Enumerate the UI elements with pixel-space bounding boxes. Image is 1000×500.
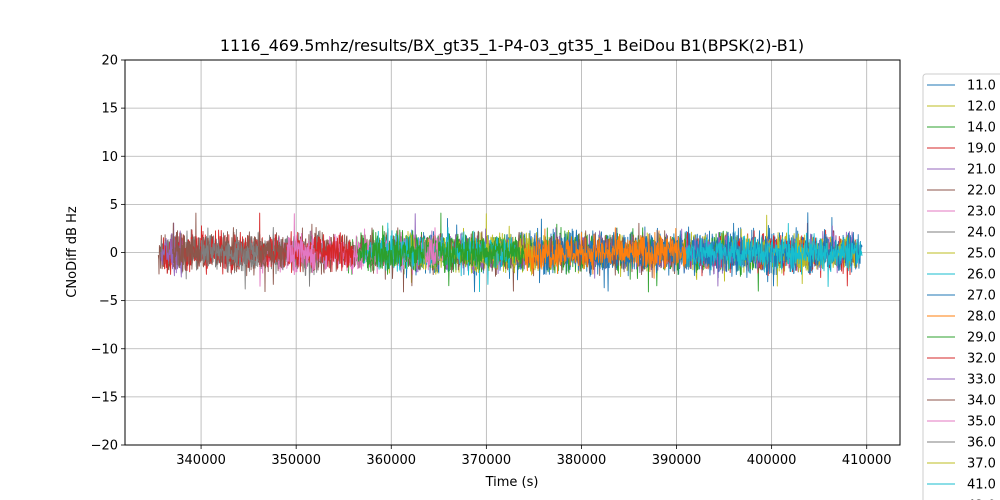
legend-label: 22.0 <box>967 184 996 199</box>
y-tick-label: −5 <box>99 294 118 309</box>
series-line <box>424 237 440 271</box>
legend-label: 33.0 <box>967 373 996 388</box>
legend-label: 28.0 <box>967 310 996 325</box>
legend-label: 14.0 <box>967 121 996 136</box>
x-tick-label: 340000 <box>176 453 226 468</box>
legend-label: 12.0 <box>967 100 996 115</box>
legend-label: 21.0 <box>967 163 996 178</box>
y-axis-label: CNoDiff dB Hz <box>65 206 80 298</box>
x-tick-label: 390000 <box>652 453 702 468</box>
series-line <box>286 232 316 276</box>
legend-label: 37.0 <box>967 457 996 472</box>
y-tick-label: −10 <box>91 342 118 357</box>
series-line <box>200 234 259 290</box>
x-tick-label: 410000 <box>842 453 892 468</box>
legend-label: 26.0 <box>967 268 996 283</box>
y-tick-label: 15 <box>101 102 118 117</box>
x-tick-label: 400000 <box>747 453 797 468</box>
x-tick-label: 350000 <box>271 453 321 468</box>
y-tick-label: −20 <box>91 439 118 454</box>
x-tick-label: 380000 <box>557 453 607 468</box>
legend-label: 32.0 <box>967 352 996 367</box>
legend-label: 25.0 <box>967 247 996 262</box>
legend-label: 27.0 <box>967 289 996 304</box>
x-tick-label: 360000 <box>366 453 416 468</box>
legend-label: 11.0 <box>967 79 996 94</box>
y-tick-label: 20 <box>101 54 118 69</box>
legend-frame <box>922 73 1000 500</box>
series-line <box>685 222 863 287</box>
y-axis: −20 −15 −10 −5 0 5 10 15 20 <box>91 54 125 454</box>
series-line <box>357 230 525 287</box>
legend-label: 41.0 <box>967 478 996 493</box>
y-tick-label: 0 <box>110 246 118 261</box>
x-axis-label: Time (s) <box>485 475 539 490</box>
legend: 11.0 12.0 14.0 19.0 21.0 22.0 23.0 24.0 25.0 26.0… <box>922 73 1000 500</box>
legend-label: 19.0 <box>967 142 996 157</box>
legend-label: 35.0 <box>967 415 996 430</box>
series-layer <box>157 212 863 293</box>
legend-label: 42.0 <box>967 499 996 500</box>
legend-label: 24.0 <box>967 226 996 241</box>
series-line <box>160 222 183 278</box>
series-line <box>523 227 687 279</box>
legend-label: 36.0 <box>967 436 996 451</box>
x-axis: 340000 350000 360000 370000 380000 390000 4000… <box>176 445 892 468</box>
y-tick-label: 10 <box>101 150 118 165</box>
chart-title: 1116_469.5mhz/results/BX_gt35_1-P4-03_gt… <box>220 36 804 56</box>
legend-label: 29.0 <box>967 331 996 346</box>
legend-label: 34.0 <box>967 394 996 409</box>
y-tick-label: −15 <box>91 390 118 405</box>
y-tick-label: 5 <box>110 198 118 213</box>
x-tick-label: 370000 <box>462 453 512 468</box>
legend-label: 23.0 <box>967 205 996 220</box>
